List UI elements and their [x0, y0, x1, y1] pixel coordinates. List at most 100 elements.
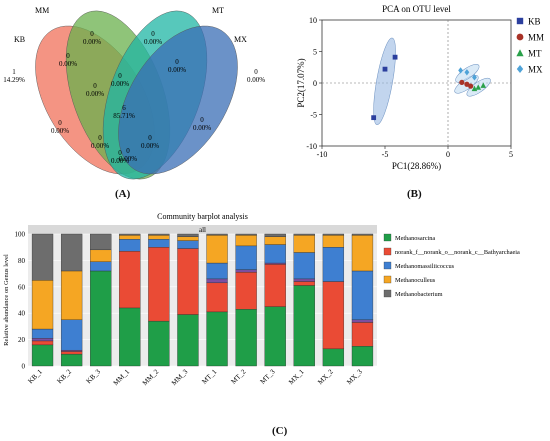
barplot-legend-swatch: [383, 233, 392, 242]
venn-region-count: 0: [148, 134, 152, 142]
venn-region-percent: 0.00%: [247, 76, 265, 84]
bar-segment: [148, 233, 170, 236]
venn-region-percent: 0.00%: [86, 90, 104, 98]
barplot-legend-label: Methanomassiliicoccus: [395, 263, 455, 270]
bar-segment: [293, 281, 315, 286]
venn-region-count: 0: [151, 30, 155, 38]
pca-y-axis-label: PC2(17.07%): [296, 58, 306, 107]
barplot-x-tick-label: KB_2: [56, 367, 74, 385]
barplot-y-tick-label: 40: [18, 310, 26, 318]
pca-x-tick-label: -10: [317, 150, 328, 159]
bar-segment: [177, 233, 199, 237]
pca-group-ellipse-kb: [373, 37, 396, 125]
barplot-x-tick-label: MX_3: [345, 367, 364, 386]
pca-x-axis-label: PC1(28.86%): [392, 161, 441, 171]
pca-y-tick-label: -5: [310, 111, 317, 120]
bar-segment: [322, 281, 345, 350]
pca-y-tick-label: 10: [309, 16, 317, 25]
bar-segment: [293, 252, 315, 280]
pca-x-tick-label: 5: [509, 150, 513, 159]
bar-segment: [351, 235, 374, 272]
venn-region-percent: 85.71%: [113, 112, 135, 120]
bar-segment: [148, 247, 170, 322]
bar-segment: [351, 233, 374, 236]
pca-x-tick-label: -5: [382, 150, 389, 159]
venn-region-percent: 0.00%: [144, 38, 162, 46]
venn-region-percent: 0.00%: [119, 155, 137, 163]
barplot-legend-swatch: [383, 261, 392, 270]
pca-y-tick-label: 5: [313, 48, 317, 57]
barplot-legend-label: norank_f__norank_o__norank_c__Bathyarcha…: [395, 249, 520, 256]
bar-segment: [264, 244, 286, 264]
barplot-title: Community barplot analysis: [157, 212, 248, 221]
venn-region-count: 0: [58, 119, 62, 127]
venn-region-labels: 114.29%00.00%00.00%00.00%00.00% 00.00%00.…: [3, 30, 265, 165]
bar-segment: [90, 249, 112, 262]
pca-chart: PCA on OTU level -10 -5 0 5 -10 -5 0 5 10 PC1(28.8…: [296, 4, 544, 171]
venn-ellipse-mx: [118, 25, 238, 175]
venn-label-mm: MM: [35, 6, 49, 15]
bar-segment: [31, 328, 54, 339]
venn-region-percent: 0.00%: [59, 60, 77, 68]
bar-segment: [322, 348, 345, 367]
venn-region-percent: 0.00%: [141, 142, 159, 150]
pca-legend-label: MX: [528, 65, 543, 75]
bar-segment: [235, 272, 257, 310]
bar-segment: [322, 233, 345, 236]
bar-segment: [31, 338, 54, 342]
barplot-x-tick-label: MX_2: [316, 367, 335, 386]
venn-region-percent: 0.00%: [168, 66, 186, 74]
bar-segment: [119, 307, 141, 367]
barplot-strip: [28, 225, 377, 234]
barplot-y-tick-label: 20: [18, 336, 26, 344]
bar-segment: [235, 309, 257, 367]
barplot-legend-swatch: [383, 247, 392, 256]
bar-segment: [235, 245, 257, 270]
bar-segment: [264, 236, 286, 245]
bar-segment: [119, 250, 141, 309]
barplot-x-tick-label: MT_3: [259, 367, 277, 385]
bar-segment: [293, 285, 315, 367]
barplot-y-tick-label: 100: [15, 231, 26, 239]
bar-segment: [31, 344, 54, 367]
venn-ellipses: [35, 10, 238, 180]
bar-segment: [206, 278, 228, 284]
bar-segment: [206, 235, 228, 264]
barplot-legend-label: Methanosarcina: [395, 235, 435, 242]
pca-y-tick-label: -10: [306, 142, 317, 151]
barplot-x-tick-label: MM_1: [112, 367, 132, 387]
bar-segment: [235, 233, 257, 236]
bar-segment: [351, 346, 374, 367]
barplot-legend-label: Methanobacterium: [395, 291, 443, 298]
pca-legend-label: MT: [528, 49, 542, 59]
barplot-legend-swatch: [383, 275, 392, 284]
barplot-panel-bg: [28, 234, 377, 366]
bar-segment: [177, 236, 199, 241]
barplot-legend-swatch: [383, 289, 392, 298]
bar-segment: [119, 239, 141, 252]
venn-region-percent: 0.00%: [193, 124, 211, 132]
bar-segment: [351, 322, 374, 347]
panel-label-c: (C): [272, 425, 288, 437]
venn-region-count: 1: [12, 68, 16, 76]
pca-y-tick-label: 0: [313, 79, 317, 88]
barplot-x-tick-label: MT_2: [230, 367, 248, 385]
bar-segment: [60, 349, 83, 352]
bar-segment: [264, 264, 286, 307]
panel-label-a: (A): [115, 188, 131, 200]
barplot-x-tick-label: MT_1: [200, 367, 218, 385]
pca-legend-marker-mx: [516, 65, 524, 73]
venn-region-count: 0: [90, 30, 94, 38]
pca-legend-marker-kb: [516, 17, 524, 25]
bar-segment: [351, 319, 374, 323]
bar-segment: [264, 262, 286, 265]
venn-diagram: MM MT KB MX 114.29%00.00%00.00%00.00%00.…: [3, 6, 265, 180]
bar-segment: [264, 233, 286, 237]
venn-region-count: 0: [118, 149, 122, 157]
pca-point-kb: [371, 115, 377, 121]
barplot-y-tick-label: 0: [22, 363, 26, 371]
pca-point-mm: [468, 83, 474, 89]
venn-label-mx: MX: [234, 35, 247, 44]
barplot-chart: Community barplot analysis all 0 20 40 60 80 10…: [3, 212, 520, 387]
bar-segment: [148, 239, 170, 248]
